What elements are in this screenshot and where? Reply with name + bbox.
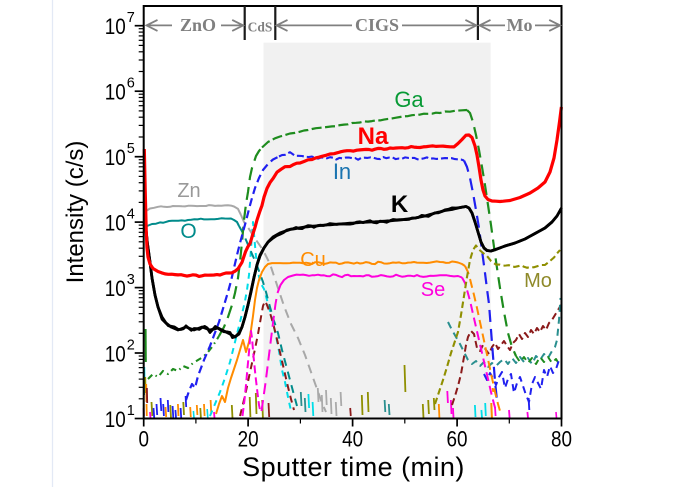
svg-text:3: 3	[127, 272, 135, 288]
svg-text:Cu: Cu	[300, 249, 326, 271]
svg-text:Ga: Ga	[394, 87, 424, 112]
svg-text:4: 4	[127, 207, 135, 223]
svg-text:10: 10	[105, 210, 126, 235]
svg-text:6: 6	[127, 76, 135, 92]
svg-text:5: 5	[127, 141, 135, 157]
svg-text:10: 10	[105, 407, 126, 432]
svg-text:Na: Na	[358, 123, 389, 150]
svg-text:2: 2	[127, 338, 135, 354]
svg-text:10: 10	[105, 80, 126, 105]
svg-text:20: 20	[238, 426, 259, 451]
svg-text:CdS: CdS	[248, 20, 273, 35]
svg-text:1: 1	[127, 403, 135, 419]
svg-text:In: In	[333, 159, 351, 184]
svg-text:80: 80	[551, 426, 572, 451]
svg-text:0: 0	[138, 426, 149, 451]
svg-text:CIGS: CIGS	[355, 15, 399, 35]
svg-text:Mo: Mo	[524, 270, 552, 292]
svg-text:Mo: Mo	[507, 15, 533, 35]
svg-text:O: O	[180, 220, 196, 243]
svg-text:60: 60	[447, 426, 468, 451]
svg-text:7: 7	[127, 10, 135, 26]
svg-text:ZnO: ZnO	[180, 15, 216, 35]
svg-text:Intensity (c/s): Intensity (c/s)	[62, 141, 89, 284]
svg-text:10: 10	[105, 276, 126, 301]
svg-text:Zn: Zn	[177, 180, 200, 202]
svg-text:Se: Se	[421, 279, 445, 301]
svg-text:Sputter time (min): Sputter time (min)	[242, 452, 465, 482]
svg-text:40: 40	[342, 426, 363, 451]
svg-text:K: K	[391, 191, 409, 218]
svg-text:10: 10	[105, 341, 126, 366]
svg-text:10: 10	[105, 145, 126, 170]
svg-text:10: 10	[105, 14, 126, 39]
